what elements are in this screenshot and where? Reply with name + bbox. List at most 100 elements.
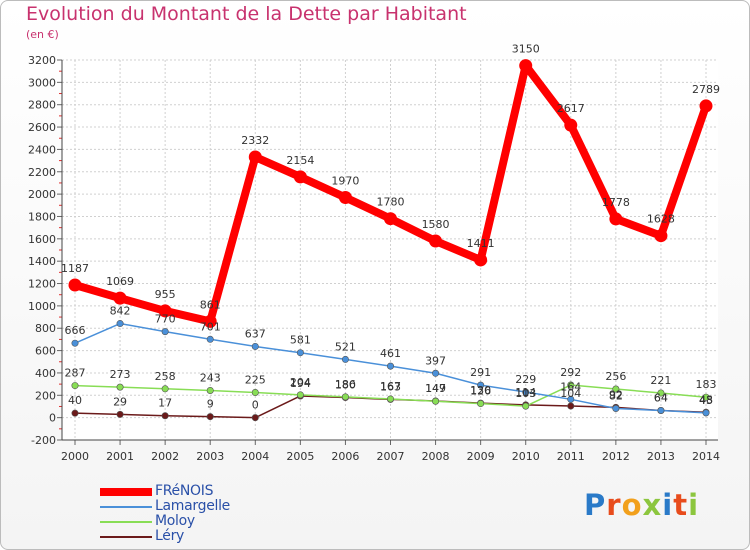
data-label: 292 (560, 366, 581, 379)
data-point (386, 362, 394, 370)
data-label: 164 (560, 380, 581, 393)
data-point (567, 395, 575, 403)
data-point (68, 278, 82, 292)
data-label: 2789 (692, 83, 720, 96)
data-label: 955 (155, 288, 176, 301)
data-label: 104 (560, 387, 581, 400)
data-label: 521 (335, 340, 356, 353)
chart-title: Evolution du Montant de la Dette par Hab… (26, 3, 467, 25)
data-label: 9 (207, 398, 214, 411)
y-tick-label: 2400 (28, 143, 56, 156)
data-point (432, 369, 440, 377)
data-label: 126 (470, 385, 491, 398)
data-label: 3150 (512, 43, 540, 56)
x-tick-label: 2003 (196, 450, 224, 463)
data-point (519, 59, 533, 73)
proxiti-logo: Proxiti (584, 488, 699, 522)
data-label: 701 (200, 320, 221, 333)
data-point (609, 212, 623, 226)
y-tick-label: 2000 (28, 188, 56, 201)
data-point (338, 190, 352, 204)
y-tick-label: 400 (35, 367, 56, 380)
logo-letter: o (621, 488, 643, 522)
y-tick-label: 1600 (28, 233, 56, 246)
data-label: 147 (425, 382, 446, 395)
x-tick-label: 2011 (557, 450, 585, 463)
data-label: 273 (110, 368, 131, 381)
data-label: 229 (515, 373, 536, 386)
data-point (206, 386, 214, 394)
data-point (341, 393, 349, 401)
logo-letter: r (606, 488, 622, 522)
data-label: 243 (200, 371, 221, 384)
y-tick-label: 2800 (28, 99, 56, 112)
data-label: 183 (696, 378, 717, 391)
data-label: 130 (470, 384, 491, 397)
data-point (522, 402, 530, 410)
legend-swatch (100, 521, 152, 523)
data-label: 1187 (61, 262, 89, 275)
data-point (158, 304, 172, 318)
data-label: 397 (425, 354, 446, 367)
data-label: 0 (252, 399, 259, 412)
data-point (116, 410, 124, 418)
data-label: 167 (380, 380, 401, 393)
data-label: 48 (699, 393, 713, 406)
x-tick-label: 2008 (422, 450, 450, 463)
data-label: 1970 (331, 174, 359, 187)
y-tick-label: -200 (31, 434, 56, 447)
data-label: 258 (155, 370, 176, 383)
data-point (251, 414, 259, 422)
data-label: 842 (110, 305, 131, 318)
data-label: 186 (335, 378, 356, 391)
y-tick-label: 3000 (28, 76, 56, 89)
data-point (657, 389, 665, 397)
data-point (206, 335, 214, 343)
data-label: 82 (609, 389, 623, 402)
data-point (161, 328, 169, 336)
data-point (341, 355, 349, 363)
x-tick-label: 2013 (647, 450, 675, 463)
data-label: 92 (609, 388, 623, 401)
data-point (384, 212, 397, 226)
data-label: 114 (515, 386, 536, 399)
y-tick-label: 0 (49, 412, 56, 425)
y-tick-label: 200 (35, 389, 56, 402)
data-label: 163 (380, 380, 401, 393)
data-point (654, 229, 668, 243)
legend-label: FRéNOIS (155, 483, 214, 499)
data-point (116, 320, 124, 328)
data-label: 194 (290, 377, 311, 390)
y-tick-label: 1800 (28, 210, 56, 223)
chart-subtitle: (en €) (26, 28, 59, 41)
x-tick-label: 2007 (377, 450, 405, 463)
data-point (116, 383, 124, 391)
x-tick-label: 2014 (692, 450, 720, 463)
data-point (702, 409, 710, 417)
data-label: 40 (68, 394, 82, 407)
data-label: 225 (245, 374, 266, 387)
x-tick-label: 2009 (467, 450, 495, 463)
data-label: 1628 (647, 213, 675, 226)
data-point (477, 381, 485, 389)
data-label: 2154 (286, 154, 314, 167)
y-tick-label: 1200 (28, 278, 56, 291)
legend-label: Léry (155, 528, 185, 544)
data-label: 637 (245, 327, 266, 340)
data-point (293, 170, 307, 184)
logo-letter: x (642, 488, 663, 522)
data-label: 103 (515, 387, 536, 400)
data-label: 2617 (557, 102, 585, 115)
data-point (564, 118, 578, 132)
data-point (71, 382, 79, 390)
x-tick-label: 2005 (286, 450, 314, 463)
data-label: 204 (290, 376, 311, 389)
x-tick-label: 2001 (106, 450, 134, 463)
data-label: 861 (200, 298, 221, 311)
x-tick-label: 2004 (241, 450, 269, 463)
logo-letter: i (688, 488, 700, 522)
data-label: 29 (113, 395, 127, 408)
data-point (296, 349, 304, 357)
data-label: 1778 (602, 196, 630, 209)
data-label: 221 (650, 374, 671, 387)
